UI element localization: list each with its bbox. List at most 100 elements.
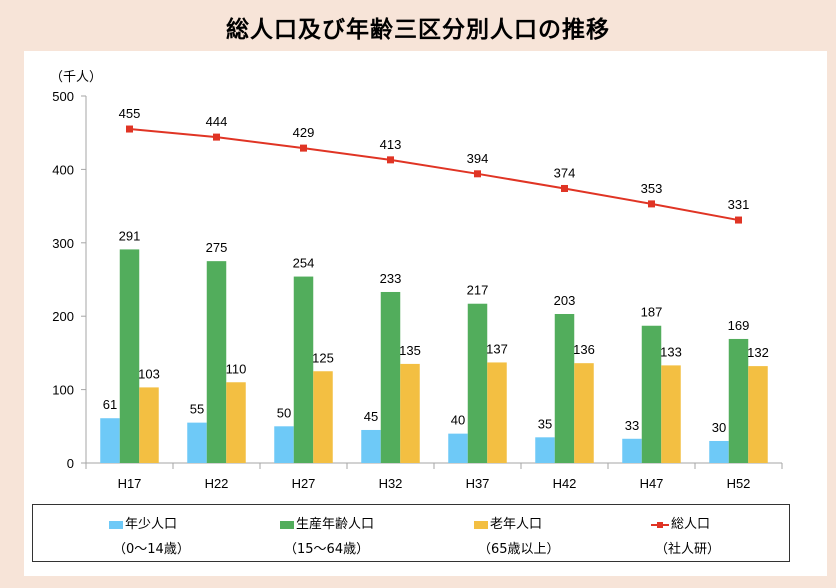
bar-value-label: 33: [625, 418, 639, 433]
line-value-label: 394: [467, 151, 489, 166]
line-point-marker: [735, 216, 742, 224]
bar: [139, 387, 159, 463]
x-tick-label: H47: [640, 476, 664, 491]
bar-value-label: 291: [119, 228, 141, 243]
x-tick-label: H17: [118, 476, 142, 491]
y-tick-label: 300: [52, 236, 74, 251]
x-tick-label: H22: [205, 476, 229, 491]
bar-value-label: 61: [103, 397, 117, 412]
line-point-marker: [213, 133, 220, 141]
bar-value-label: 125: [312, 350, 334, 365]
line-point-marker: [561, 184, 568, 192]
line-point-marker: [648, 200, 655, 208]
line-point-marker: [474, 170, 481, 178]
bar: [748, 366, 768, 463]
bar: [448, 433, 468, 463]
legend-label: 生産年齢人口: [296, 517, 375, 532]
bar: [400, 363, 420, 463]
legend-sublabel: （65歳以上）: [478, 542, 560, 557]
bar-value-label: 254: [293, 256, 315, 271]
x-tick-label: H52: [727, 476, 751, 491]
bar: [274, 426, 294, 463]
bar-value-label: 187: [641, 305, 663, 320]
bar-value-label: 132: [747, 345, 769, 360]
legend-sublabel: （社人研）: [655, 542, 721, 557]
bar: [226, 382, 246, 463]
line-value-label: 455: [119, 106, 141, 121]
bar: [361, 429, 381, 463]
line-marker-icon: [651, 521, 669, 529]
line-point-marker: [126, 125, 133, 133]
bar: [554, 313, 575, 463]
bar-value-label: 40: [451, 413, 465, 428]
line-point-marker: [300, 144, 307, 152]
bar-value-label: 217: [467, 283, 489, 298]
bar-value-label: 233: [380, 271, 402, 286]
bar: [380, 291, 401, 463]
bar-value-label: 203: [554, 293, 576, 308]
bar: [313, 371, 333, 463]
bar: [206, 261, 227, 463]
legend: 年少人口 （0〜14歳） 生産年齢人口 （15〜64歳） 老年人口 （65歳以上…: [32, 504, 790, 562]
youth-swatch-icon: [109, 520, 123, 529]
y-tick-label: 0: [67, 456, 74, 471]
bar-value-label: 133: [660, 344, 682, 359]
bar: [100, 418, 120, 463]
bar: [293, 276, 314, 463]
bar-value-label: 35: [538, 416, 552, 431]
bar: [535, 437, 555, 463]
chart-panel: [24, 51, 827, 576]
bar-value-label: 110: [226, 361, 247, 376]
line-value-label: 444: [206, 114, 228, 129]
bar: [622, 438, 642, 463]
elderly-swatch-icon: [474, 520, 488, 529]
bar: [728, 338, 749, 463]
bar-value-label: 45: [364, 409, 378, 424]
line-value-label: 413: [380, 137, 402, 152]
chart-title: 総人口及び年齢三区分別人口の推移: [226, 17, 610, 43]
legend-item-elderly: 老年人口 （65歳以上）: [474, 513, 560, 557]
bar-value-label: 55: [190, 402, 204, 417]
legend-item-total: 総人口 （社人研）: [651, 513, 720, 557]
y-axis-unit-label: （千人）: [50, 69, 102, 84]
legend-label: 老年人口: [490, 517, 543, 532]
bar: [187, 422, 207, 463]
total-line: [126, 125, 742, 224]
bar: [467, 303, 488, 463]
line-point-marker: [387, 156, 394, 164]
bar: [709, 440, 729, 463]
y-tick-label: 500: [52, 89, 74, 104]
x-tick-label: H37: [466, 476, 490, 491]
legend-label: 総人口: [671, 517, 711, 532]
bar: [661, 365, 681, 463]
legend-item-working: 生産年齢人口 （15〜64歳）: [280, 513, 374, 557]
line-value-label: 429: [293, 125, 315, 140]
x-tick-label: H42: [553, 476, 577, 491]
bar: [119, 249, 140, 463]
bar: [574, 363, 594, 463]
axes: 0 100 200 300 400 500 H17 H22 H27 H32 H37 H42 H47 H52: [52, 89, 783, 491]
y-tick-label: 400: [52, 162, 74, 177]
bar-value-label: 135: [399, 343, 421, 358]
bar-value-label: 275: [206, 240, 228, 255]
data-labels: 61 55 50 45 40 35 33 30 291 275 254 233 217 203 187 169…: [103, 106, 769, 435]
bar: [487, 362, 507, 463]
bar-value-label: 103: [138, 366, 160, 381]
total-line-path: [129, 128, 739, 222]
working-swatch-icon: [280, 520, 294, 529]
bars: [100, 249, 768, 463]
line-value-label: 353: [641, 181, 663, 196]
legend-sublabel: （0〜14歳）: [113, 542, 190, 557]
line-value-label: 331: [728, 197, 750, 212]
legend-item-youth: 年少人口 （0〜14歳）: [109, 513, 190, 557]
bar-value-label: 136: [573, 342, 595, 357]
x-tick-label: H27: [292, 476, 316, 491]
legend-sublabel: （15〜64歳）: [284, 542, 370, 557]
bar-value-label: 30: [712, 420, 726, 435]
y-tick-label: 200: [52, 309, 74, 324]
y-tick-label: 100: [52, 383, 74, 398]
bar-value-label: 169: [728, 318, 750, 333]
bar: [641, 325, 662, 463]
line-value-label: 374: [554, 165, 576, 180]
